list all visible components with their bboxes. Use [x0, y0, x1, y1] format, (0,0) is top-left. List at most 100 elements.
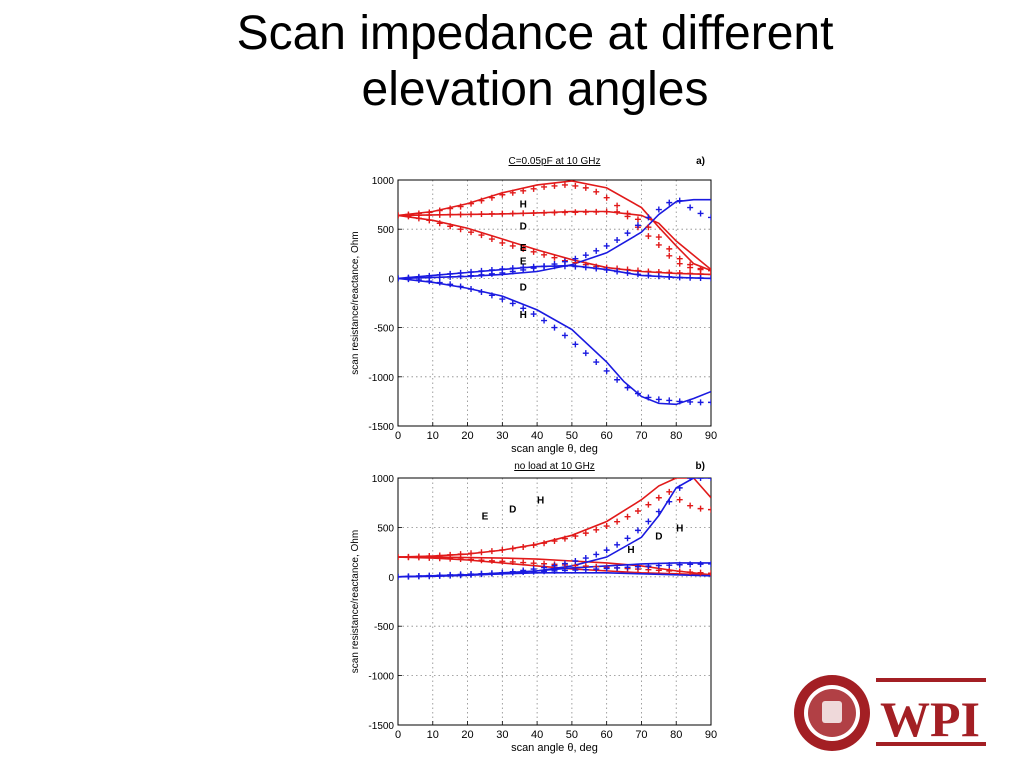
x-axis-label: scan angle θ, deg	[511, 742, 598, 754]
data-point-blue	[687, 204, 694, 211]
data-point-blue	[551, 324, 558, 331]
data-point-blue	[593, 359, 600, 366]
y-tick-label: 1000	[372, 474, 395, 485]
data-point-blue	[697, 478, 704, 481]
data-point-red	[530, 185, 537, 192]
data-point-blue	[478, 288, 485, 295]
data-point-red	[488, 557, 495, 564]
data-point-blue	[415, 573, 422, 580]
data-point-red	[603, 208, 610, 215]
data-point-blue	[708, 214, 711, 221]
data-point-blue	[499, 569, 506, 576]
data-point-blue	[436, 271, 443, 278]
x-tick-label: 70	[635, 430, 647, 442]
data-point-red	[468, 229, 475, 236]
data-point-blue	[426, 278, 433, 285]
x-tick-label: 40	[531, 430, 543, 442]
data-point-red	[405, 213, 412, 220]
series-line-red	[398, 478, 711, 558]
data-point-red	[697, 265, 704, 272]
data-point-blue	[499, 296, 506, 303]
data-point-blue	[655, 562, 662, 569]
data-point-blue	[614, 376, 621, 383]
data-point-blue	[488, 266, 495, 273]
data-point-red	[593, 526, 600, 533]
data-point-blue	[488, 292, 495, 299]
data-point-blue	[676, 561, 683, 568]
chart-title: no load at 10 GHz	[514, 461, 595, 472]
data-point-blue	[645, 563, 652, 570]
data-point-blue	[572, 255, 579, 262]
data-point-blue	[572, 557, 579, 564]
x-tick-label: 20	[461, 729, 473, 741]
data-point-blue	[666, 397, 673, 404]
data-point-red	[426, 212, 433, 219]
data-point-red	[436, 555, 443, 562]
curve-label: H	[520, 200, 527, 211]
data-point-blue	[593, 551, 600, 558]
data-point-blue	[478, 570, 485, 577]
data-point-red	[541, 251, 548, 258]
data-point-red	[530, 248, 537, 255]
data-point-blue	[457, 571, 464, 578]
data-point-blue	[561, 263, 568, 270]
data-point-blue	[520, 264, 527, 271]
data-point-red	[645, 224, 652, 231]
data-point-blue	[520, 305, 527, 312]
curve-label: D	[655, 531, 662, 542]
data-point-blue	[415, 276, 422, 283]
x-tick-label: 0	[395, 729, 401, 741]
data-point-blue	[509, 569, 516, 576]
data-point-blue	[426, 272, 433, 279]
data-point-red	[499, 546, 506, 553]
data-point-red	[457, 226, 464, 233]
data-point-red	[645, 233, 652, 240]
data-point-blue	[687, 561, 694, 568]
series-group	[398, 180, 711, 406]
data-point-blue	[645, 214, 652, 221]
wpi-logo-text: WPI	[880, 691, 980, 747]
data-point-red	[541, 540, 548, 547]
data-point-red	[478, 549, 485, 556]
data-point-blue	[398, 573, 401, 580]
x-tick-label: 0	[395, 430, 401, 442]
data-point-red	[530, 560, 537, 567]
data-point-blue	[582, 350, 589, 357]
data-point-blue	[603, 547, 610, 554]
curve-label: H	[676, 523, 683, 534]
data-point-blue	[676, 484, 683, 491]
data-point-blue	[509, 300, 516, 307]
data-point-red	[499, 239, 506, 246]
data-point-red	[478, 197, 485, 204]
data-point-blue	[436, 279, 443, 286]
series-line-blue	[398, 277, 711, 406]
data-point-red	[561, 535, 568, 542]
data-point-blue	[676, 398, 683, 405]
data-point-blue	[687, 478, 694, 481]
data-point-blue	[655, 508, 662, 515]
data-point-blue	[520, 569, 527, 576]
data-point-blue	[634, 563, 641, 570]
data-point-blue	[447, 270, 454, 277]
data-point-red	[572, 182, 579, 189]
data-point-red	[447, 211, 454, 218]
data-point-red	[426, 217, 433, 224]
data-point-blue	[436, 572, 443, 579]
data-point-blue	[582, 264, 589, 271]
data-point-red	[457, 203, 464, 210]
data-point-blue	[572, 567, 579, 574]
data-point-red	[468, 200, 475, 207]
data-point-blue	[551, 562, 558, 569]
data-point-red	[541, 209, 548, 216]
data-point-red	[436, 211, 443, 218]
data-point-red	[457, 211, 464, 218]
data-point-blue	[624, 269, 631, 276]
data-point-blue	[634, 527, 641, 534]
x-tick-label: 60	[601, 430, 613, 442]
data-point-blue	[593, 247, 600, 254]
data-point-red	[572, 209, 579, 216]
chart-b: 0 10 20 30 40 50 60 70 80 90 1000 500 0 -500 -1000 -150…	[350, 461, 717, 754]
curve-label: E	[520, 257, 527, 268]
data-point-red	[593, 188, 600, 195]
x-tick-label: 30	[496, 729, 508, 741]
